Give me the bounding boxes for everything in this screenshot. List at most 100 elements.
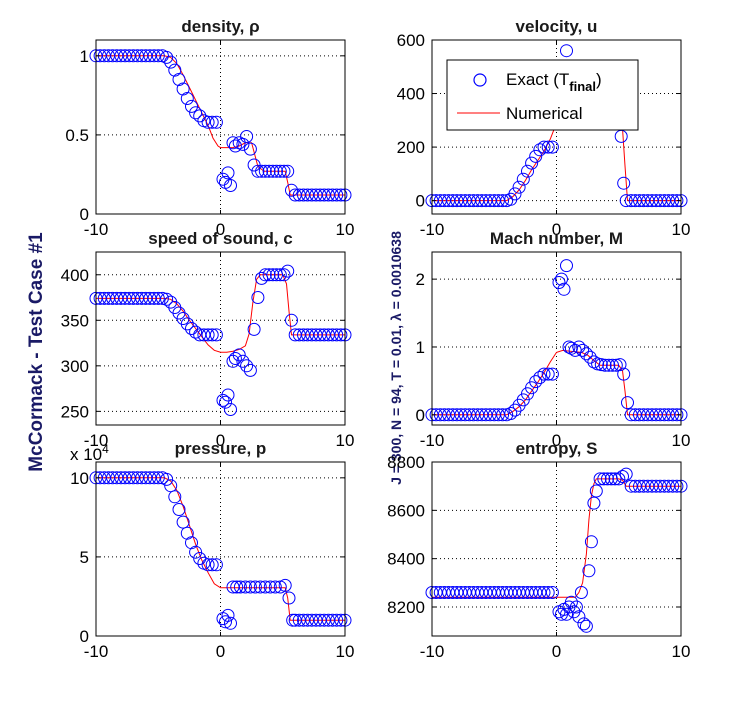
exact-point [147, 471, 161, 485]
exact-point [617, 367, 631, 381]
exact-point [496, 194, 510, 208]
exact-point [189, 545, 203, 559]
exact-point [572, 340, 586, 354]
exact-point [491, 408, 505, 422]
exact-point [555, 272, 568, 286]
exact-point [266, 164, 280, 178]
exact-point [601, 472, 614, 486]
exact-point [277, 164, 291, 178]
exact-point [224, 616, 237, 630]
exact-point [330, 328, 344, 342]
y-tick-label: 8800 [387, 453, 425, 472]
panel-title: velocity, u [516, 17, 598, 36]
y-tick-label: 5 [80, 548, 89, 567]
exact-point [189, 325, 203, 339]
y-exponent-label: x 104 [70, 442, 109, 464]
exact-point [151, 291, 165, 305]
exact-point [608, 472, 622, 486]
exact-point [612, 472, 626, 486]
exact-point [569, 600, 583, 614]
exact-point [236, 137, 250, 151]
exact-point [193, 552, 207, 565]
exact-point [232, 348, 246, 362]
exact-point [537, 367, 551, 381]
exact-point [205, 115, 219, 129]
exact-point [201, 328, 215, 342]
x-tick-label: -10 [84, 220, 109, 239]
exact-point [255, 164, 269, 178]
exact-point [579, 347, 593, 361]
exact-point [185, 536, 198, 550]
y-tick-label: 350 [61, 311, 89, 330]
exact-point [164, 55, 178, 69]
exact-point [205, 558, 219, 572]
legend: Exact (Tfinal) Numerical [446, 59, 639, 131]
exact-point [209, 558, 223, 572]
exact-point [151, 49, 165, 63]
y-tick-label: 2 [416, 270, 425, 289]
exact-point [262, 268, 276, 282]
y-tick-label: 8200 [387, 598, 425, 617]
exact-point [621, 396, 634, 410]
exact-point [201, 115, 215, 129]
exact-point [619, 194, 633, 208]
x-tick-label: 0 [216, 220, 225, 239]
exact-point [330, 613, 344, 627]
exact-point [193, 109, 207, 123]
y-tick-label: 0 [416, 192, 425, 211]
exact-point [508, 187, 522, 201]
exact-point [579, 619, 593, 633]
exact-point [616, 470, 629, 483]
exact-point [233, 580, 247, 594]
panel-4: -10 0 10 0 1 2 Mach number, M [416, 229, 691, 450]
exact-point [334, 188, 348, 202]
y-tick-label: 400 [61, 266, 89, 285]
y-tick-label: 0 [80, 205, 89, 224]
exact-point [209, 328, 223, 342]
exact-point [258, 164, 272, 178]
y-tick-label: 8600 [387, 501, 425, 520]
numerical-line [432, 478, 681, 598]
exact-point [572, 610, 586, 624]
exact-point [176, 515, 190, 529]
exact-point [172, 503, 186, 516]
legend-exact-label: Exact (T [506, 70, 569, 89]
figure-ylabel: McCormack - Test Case #1 [26, 232, 47, 472]
exact-point [180, 92, 194, 105]
y-tick-label: 400 [397, 85, 425, 104]
x-tick-label: 10 [672, 220, 691, 239]
y-tick-label: 600 [397, 31, 425, 50]
y-tick-label: 300 [61, 357, 89, 376]
exact-point [160, 292, 174, 306]
x-tick-label: 10 [672, 642, 691, 661]
exact-point [258, 580, 272, 594]
exact-point [251, 164, 265, 178]
exact-point [597, 472, 611, 486]
exact-point [574, 586, 588, 599]
exact-point [151, 471, 165, 485]
exact-point [219, 395, 232, 409]
x-tick-label: 0 [216, 431, 225, 450]
x-tick-label: 10 [336, 220, 355, 239]
exact-point [512, 180, 526, 194]
exact-point [238, 580, 252, 594]
exact-point [281, 264, 295, 278]
exact-point [496, 408, 510, 422]
exact-point [147, 49, 161, 63]
exact-point [545, 586, 559, 599]
exact-point [228, 352, 242, 365]
panel-title: density, ρ [181, 17, 259, 36]
legend-exact-sub: final [569, 79, 596, 94]
exact-point [334, 328, 348, 342]
y-tick-label: 250 [61, 402, 89, 421]
exact-point [277, 268, 291, 282]
y-tick-label: 0 [80, 627, 89, 646]
x-tick-label: -10 [420, 642, 445, 661]
exact-point [248, 580, 262, 594]
exact-point [560, 607, 573, 621]
x-tick-label: -10 [420, 431, 445, 450]
exact-point [557, 282, 571, 296]
exact-point [537, 140, 551, 154]
